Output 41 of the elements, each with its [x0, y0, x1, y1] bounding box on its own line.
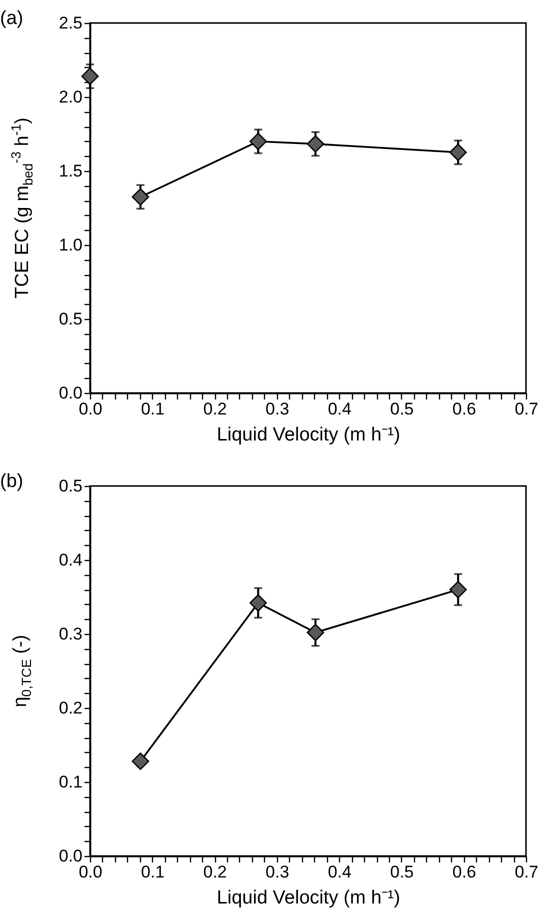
y-tick-label: 0.5 — [58, 310, 82, 328]
y-tick-label: 0.4 — [58, 550, 82, 570]
y-tick-label: 0.2 — [58, 698, 82, 718]
chart-title: (a) — [0, 8, 24, 29]
x-tick-label: 0.7 — [514, 400, 538, 418]
x-tick-label: 0.4 — [328, 862, 352, 882]
chart-title: (b) — [0, 471, 24, 492]
y-tick-label: 1.0 — [58, 236, 82, 254]
point — [449, 580, 467, 598]
point — [132, 188, 150, 206]
x-tick-label: 0.5 — [390, 862, 414, 882]
point — [81, 68, 99, 85]
x-tick-label: 0.2 — [203, 400, 227, 418]
x-tick-label: 0.3 — [266, 862, 290, 882]
y-tick-label: 0.5 — [58, 476, 82, 496]
x-axis-title: Liquid Velocity (m h⁻¹) — [216, 888, 400, 908]
y-tick-label: 1.5 — [58, 162, 82, 180]
x-axis-title: Liquid Velocity (m h⁻¹) — [216, 424, 400, 446]
x-tick-label: 0.0 — [78, 400, 102, 418]
x-tick-label: 0.5 — [390, 400, 414, 418]
x-tick-label: 0.7 — [514, 862, 538, 882]
point — [249, 594, 267, 612]
x-tick-label: 0.6 — [452, 400, 476, 418]
y-tick-label: 0.1 — [58, 772, 82, 792]
x-tick-label: 0.4 — [328, 400, 352, 418]
point — [449, 144, 467, 162]
x-tick-label: 0.6 — [452, 862, 476, 882]
point — [306, 135, 324, 153]
y-tick-label: 0.0 — [58, 384, 82, 402]
y-tick-label: 0.0 — [58, 846, 82, 866]
x-tick-label: 0.0 — [78, 862, 102, 882]
y-tick-label: 2.5 — [58, 14, 82, 32]
point — [132, 752, 150, 770]
x-tick-label: 0.2 — [203, 862, 227, 882]
x-tick-label: 0.3 — [266, 400, 290, 418]
y-tick-label: 0.3 — [58, 624, 82, 644]
y-tick-label: 2.0 — [58, 88, 82, 106]
x-tick-label: 0.1 — [140, 862, 165, 882]
point — [249, 132, 267, 150]
x-tick-label: 0.1 — [140, 400, 165, 418]
point — [306, 624, 324, 642]
